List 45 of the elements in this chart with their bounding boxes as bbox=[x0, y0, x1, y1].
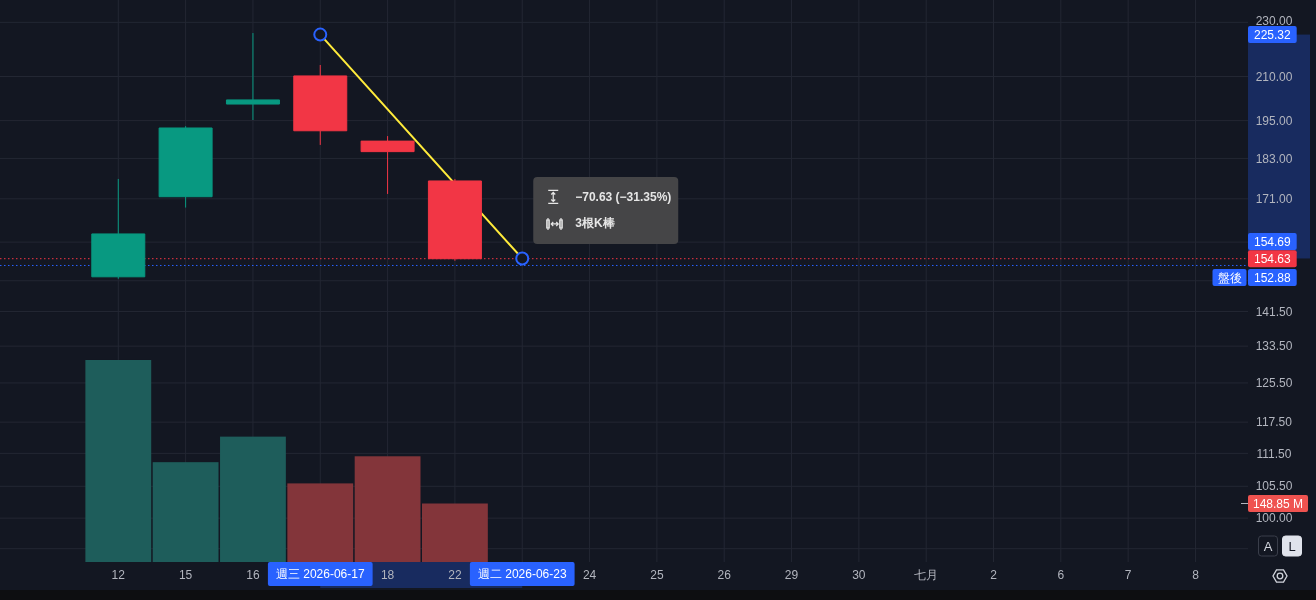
y2-tick-label: 148.85 M bbox=[1252, 496, 1304, 511]
x-tick-label: 週三 2026-06-17 bbox=[275, 567, 365, 582]
x-tick-label: 18 bbox=[380, 568, 395, 583]
annotation: 3根K棒 bbox=[575, 215, 616, 230]
x-tick-label: 30 bbox=[852, 568, 866, 583]
y-tick-label: 125.50 bbox=[1255, 376, 1293, 391]
x-tick-label: 25 bbox=[650, 568, 664, 583]
y-tick-label: 195.00 bbox=[1255, 113, 1293, 128]
y-tick-label: 230.00 bbox=[1255, 13, 1293, 28]
y-tick-label: 105.50 bbox=[1255, 479, 1293, 494]
legend-label: 盤後 bbox=[1217, 270, 1242, 285]
x-tick-label: 2 bbox=[990, 568, 998, 583]
candlestick bbox=[225, 32, 280, 121]
candlestick bbox=[91, 178, 146, 280]
text: 152.88 bbox=[1254, 270, 1292, 285]
x-tick-label: 16 bbox=[246, 568, 260, 583]
y-tick-label: 100.00 bbox=[1255, 511, 1293, 526]
x-tick-label: 24 bbox=[582, 568, 597, 583]
text: 154.69 bbox=[1254, 234, 1292, 249]
text: 154.63 bbox=[1254, 251, 1292, 266]
x-tick-label: 8 bbox=[1192, 568, 1200, 583]
auto-scale-button: A bbox=[1258, 535, 1278, 557]
y-tick-label: 210.00 bbox=[1255, 69, 1293, 84]
candlestick bbox=[427, 178, 482, 262]
x-tick-label: 七月 bbox=[914, 568, 939, 583]
x-tick-label: 週二 2026-06-23 bbox=[477, 567, 567, 582]
x-tick-label: 22 bbox=[448, 568, 462, 583]
x-tick-label: 7 bbox=[1124, 568, 1132, 583]
text: 225.32 bbox=[1254, 27, 1292, 42]
x-tick-label: 15 bbox=[178, 568, 193, 583]
candlestick bbox=[360, 135, 415, 195]
x-tick-label: 12 bbox=[111, 568, 126, 583]
candlestick bbox=[293, 64, 348, 146]
log-scale-button: L bbox=[1282, 535, 1302, 557]
y-tick-label: 171.00 bbox=[1255, 192, 1293, 206]
y-tick-label: 111.50 bbox=[1256, 446, 1292, 461]
annotation: −70.63 (−31.35%) bbox=[575, 190, 672, 205]
x-tick-label: 6 bbox=[1057, 568, 1065, 583]
candlestick bbox=[158, 125, 213, 209]
y-tick-label: 183.00 bbox=[1255, 151, 1293, 166]
y-tick-label: 117.50 bbox=[1256, 415, 1293, 430]
y-tick-label: 133.50 bbox=[1255, 339, 1293, 354]
y-tick-label: 141.50 bbox=[1255, 304, 1293, 319]
x-tick-label: 26 bbox=[717, 568, 732, 583]
x-tick-label: 29 bbox=[784, 568, 799, 583]
